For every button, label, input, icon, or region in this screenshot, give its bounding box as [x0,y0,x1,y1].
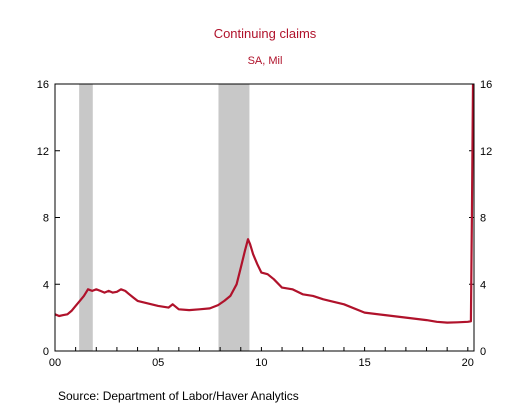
x-tick-label: 00 [49,357,61,369]
recession-band-2 [218,84,250,351]
y-tick-label-right: 0 [480,346,486,358]
source-note: Source: Department of Labor/Haver Analyt… [58,389,299,403]
series-line-1 [54,83,475,324]
chart-title: Continuing claims [214,26,317,41]
y-tick-label-right: 4 [480,279,486,291]
y-tick-label-right: 16 [480,79,492,91]
y-tick-label-left: 16 [37,79,49,91]
y-tick-label-left: 0 [43,346,49,358]
recession-band-1 [79,84,93,351]
chart-subtitle: SA, Mil [248,55,283,67]
y-tick-label-left: 8 [43,213,49,225]
recession-bands [79,84,250,351]
y-tick-label-left: 4 [43,279,49,291]
y-tick-label-right: 8 [480,213,486,225]
plot-frame [54,83,475,352]
series-lines [54,83,475,324]
x-tick-label: 10 [255,357,267,369]
x-tick-label: 20 [462,357,474,369]
y-tick-label-right: 12 [480,146,492,158]
x-tick-label: 15 [358,357,370,369]
x-tick-label: 05 [152,357,164,369]
y-tick-label-left: 12 [37,146,49,158]
